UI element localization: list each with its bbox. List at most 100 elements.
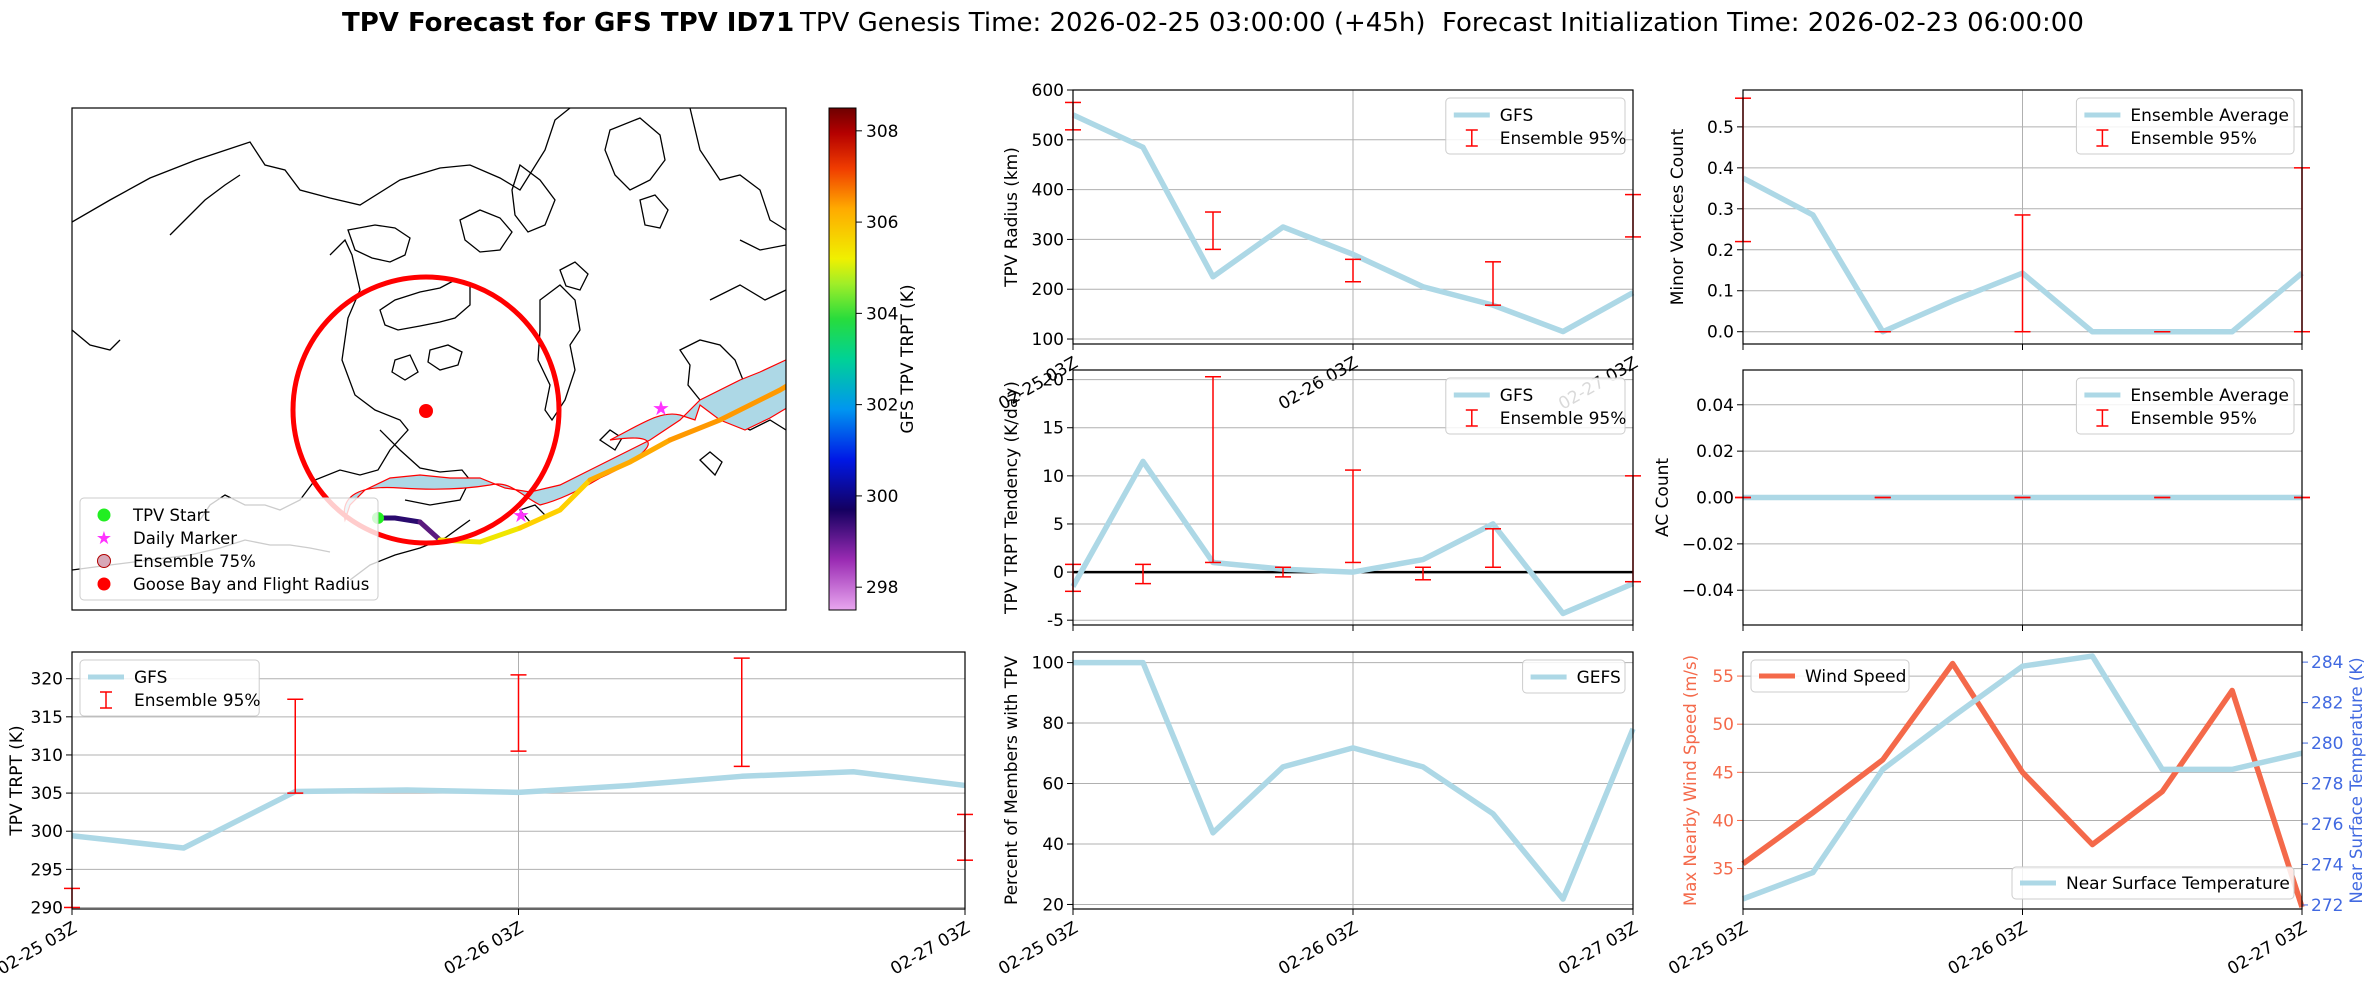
y-tick-label: 35 bbox=[1712, 860, 1734, 880]
legend-label: Ensemble 95% bbox=[1500, 409, 1627, 429]
y-tick-label: 0.0 bbox=[1707, 323, 1734, 343]
colorbar-tick-label: 306 bbox=[866, 213, 898, 233]
y-axis-label-right: Near Surface Temperature (K) bbox=[2347, 657, 2366, 903]
y-tick-label: 45 bbox=[1712, 763, 1734, 783]
y-tick-label: 0.2 bbox=[1707, 241, 1734, 261]
y-right-tick-label: 280 bbox=[2311, 734, 2343, 754]
y-tick-label: −0.04 bbox=[1682, 581, 1734, 601]
chart-panel-ac: −0.04 −0.02 0.00 0.02 0.04 AC Count Ensemble A… bbox=[1653, 369, 2310, 631]
colorbar-tick-label: 298 bbox=[866, 578, 898, 598]
figure-title-genesis: TPV Genesis Time: 2026-02-25 03:00:00 (+… bbox=[799, 8, 1426, 38]
y-tick-label: 300 bbox=[31, 822, 63, 842]
y-tick-label: 15 bbox=[1042, 419, 1064, 439]
colorbar-ticks: 298 300 302 304 306 308 bbox=[856, 122, 898, 598]
series-line-wind-speed bbox=[1741, 660, 2305, 908]
legend-label: Ensemble Average bbox=[2130, 106, 2289, 126]
legend-ensemble-75: Ensemble 75% bbox=[133, 552, 256, 571]
legend-box bbox=[2075, 377, 2295, 435]
y-tick-label: 300 bbox=[1032, 230, 1064, 250]
legend-ensemble-icon bbox=[97, 554, 111, 568]
colorbar-label: GFS TPV TRPT (K) bbox=[898, 284, 918, 433]
y-tick-label: 0.5 bbox=[1707, 118, 1734, 138]
series-line-gfs bbox=[71, 768, 966, 851]
colorbar-tick-label: 308 bbox=[866, 122, 898, 142]
y-right-tick-label: 272 bbox=[2311, 896, 2343, 916]
y-right-tick-label: 282 bbox=[2311, 694, 2343, 714]
y-tick-label: 5 bbox=[1053, 515, 1064, 535]
legend-box bbox=[2011, 866, 2295, 900]
legend-minor: Ensemble Average Ensemble 95% bbox=[2075, 97, 2295, 155]
figure-title-bold: TPV Forecast for GFS TPV ID71 bbox=[342, 8, 794, 38]
legend-label: GFS bbox=[1500, 106, 1533, 126]
y-tick-label: 20 bbox=[1042, 895, 1064, 915]
x-tick-label: 02-27 03Z bbox=[887, 918, 973, 979]
goose-bay-marker bbox=[419, 404, 433, 418]
y-tick-label: 295 bbox=[31, 860, 63, 880]
chart-panel-percent: 20 40 60 80 100 Percent of Members with TPV 02… bbox=[995, 651, 1642, 979]
y-tick-label: 60 bbox=[1042, 775, 1064, 795]
daily-marker-1: ★ bbox=[512, 503, 530, 527]
y-tick-label: 0.3 bbox=[1707, 200, 1734, 220]
legend-label-wind: Wind Speed bbox=[1805, 667, 1906, 687]
y-axis-label: TPV TRPT (K) bbox=[7, 725, 27, 836]
legend-radius: GFS Ensemble 95% bbox=[1445, 97, 1627, 155]
map-content: ★ ★ bbox=[72, 108, 786, 581]
chart-panel-tendency: -5 0 5 10 15 20 TPV TRPT Tendency (K/day) GFS En… bbox=[1002, 369, 1641, 631]
y-tick-label: 40 bbox=[1042, 835, 1064, 855]
chart-panel-minor: 0.0 0.1 0.2 0.3 0.4 0.5 Minor Vortices Count En… bbox=[1668, 89, 2310, 350]
y-tick-label: 100 bbox=[1032, 330, 1064, 350]
legend-percent: GEFS bbox=[1522, 659, 1626, 694]
chart-panel-wind_temp: 35 40 45 50 55 272 274 276 278 280 282 284 Max Nearb… bbox=[1665, 651, 2366, 979]
x-tick-label: 02-26 03Z bbox=[441, 918, 527, 979]
legend-ac: Ensemble Average Ensemble 95% bbox=[2075, 377, 2295, 435]
y-axis-label: TPV Radius (km) bbox=[1002, 147, 1022, 288]
legend-goose-bay: Goose Bay and Flight Radius bbox=[133, 575, 369, 594]
y-tick-label: 290 bbox=[31, 898, 63, 918]
y-right-tick-label: 284 bbox=[2311, 653, 2343, 673]
legend-label: GEFS bbox=[1577, 668, 1621, 688]
series-line-gefs bbox=[1073, 659, 1636, 902]
y-tick-label: 40 bbox=[1712, 811, 1734, 831]
y-tick-label: 55 bbox=[1712, 667, 1734, 687]
x-tick-label: 02-26 03Z bbox=[1275, 918, 1361, 979]
x-tick-label: 02-26 03Z bbox=[1275, 353, 1361, 414]
series-line-gfs bbox=[1071, 112, 1635, 335]
series-line-near-surface-temperature bbox=[1742, 653, 2303, 902]
legend-box bbox=[1750, 659, 1910, 693]
coastlines bbox=[72, 108, 786, 581]
y-tick-label: 80 bbox=[1042, 714, 1064, 734]
daily-marker-2: ★ bbox=[652, 396, 670, 420]
colorbar: 298 300 302 304 306 308 GFS TPV TRPT (K) bbox=[828, 107, 918, 611]
legend-wind: Wind Speed bbox=[1750, 659, 1910, 693]
y-axis-label: Percent of Members with TPV bbox=[1002, 656, 1022, 905]
legend-box bbox=[1522, 659, 1626, 694]
flight-radius-circle bbox=[290, 274, 562, 546]
y-tick-label: 0 bbox=[1053, 563, 1064, 583]
map-legend: TPV Start ★ Daily Marker Ensemble 75% Go… bbox=[79, 497, 379, 601]
y-tick-label: 305 bbox=[31, 784, 63, 804]
legend-goose-bay-icon bbox=[97, 577, 111, 591]
y-tick-label: 500 bbox=[1032, 131, 1064, 151]
figure-title-init: Forecast Initialization Time: 2026-02-23… bbox=[1442, 8, 2084, 38]
y-tick-label: 200 bbox=[1032, 280, 1064, 300]
legend-label: Ensemble 95% bbox=[2130, 409, 2257, 429]
legend-label: Ensemble 95% bbox=[1500, 129, 1627, 149]
y-tick-label: 0.02 bbox=[1696, 442, 1734, 462]
y-tick-label: 0.04 bbox=[1696, 396, 1734, 416]
x-tick-label: 02-26 03Z bbox=[1945, 918, 2031, 979]
x-tick-label: 02-25 03Z bbox=[0, 918, 81, 979]
legend-box bbox=[1445, 377, 1626, 435]
y-tick-label: -5 bbox=[1047, 611, 1064, 631]
y-right-tick-label: 274 bbox=[2311, 855, 2343, 875]
legend-label-temp: Near Surface Temperature bbox=[2066, 874, 2290, 894]
legend-tendency: GFS Ensemble 95% bbox=[1445, 377, 1627, 435]
y-tick-label: 600 bbox=[1032, 81, 1064, 101]
colorbar-gradient bbox=[828, 107, 857, 611]
x-tick-label: 02-27 03Z bbox=[1555, 918, 1641, 979]
legend-trpt: GFS Ensemble 95% bbox=[79, 659, 261, 717]
y-axis-label: TPV TRPT Tendency (K/day) bbox=[1002, 381, 1022, 615]
y-axis-label-left: Max Nearby Wind Speed (m/s) bbox=[1681, 655, 1700, 906]
legend-tpv-start: TPV Start bbox=[132, 506, 210, 525]
y-tick-label: 0.00 bbox=[1696, 489, 1734, 509]
